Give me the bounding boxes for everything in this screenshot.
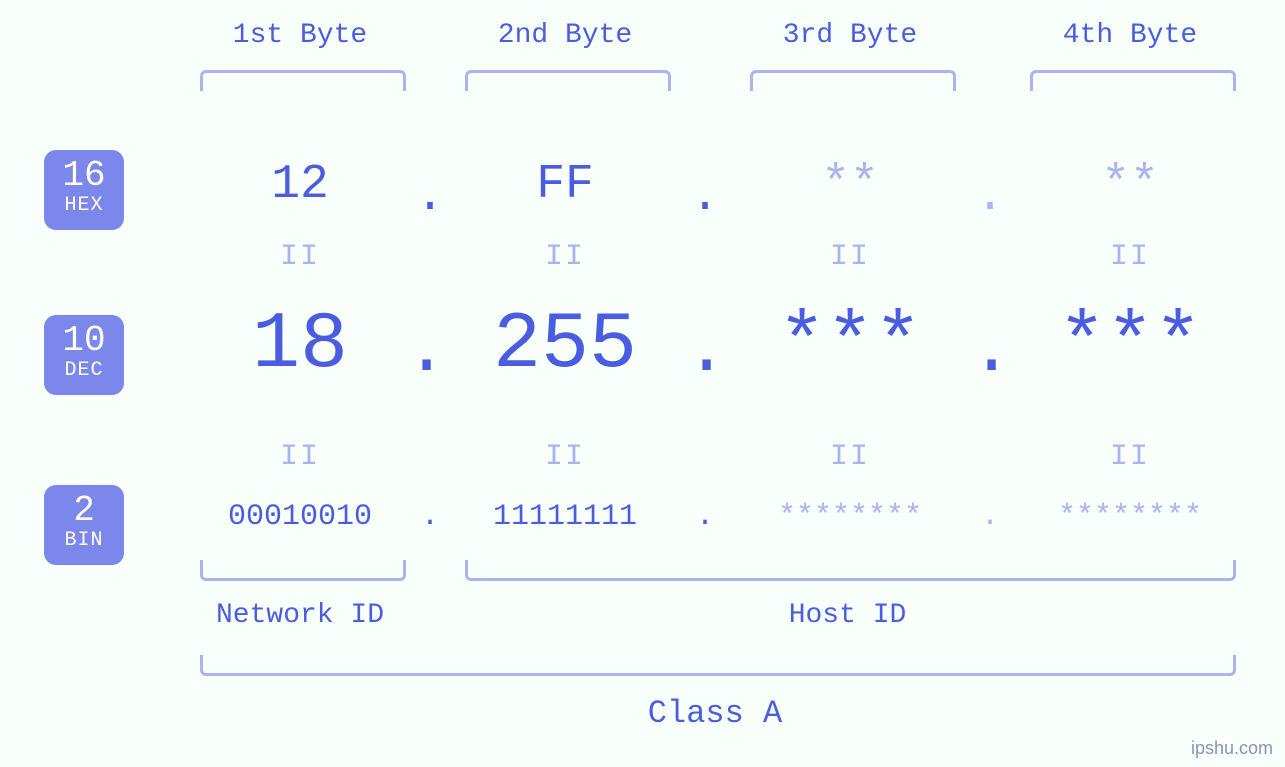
hex-byte-2: FF — [445, 158, 685, 212]
dec-byte-4: *** — [1010, 300, 1250, 391]
bin-dot-3: . — [970, 500, 1010, 534]
equals-dec-bin-3: II — [730, 440, 970, 474]
base-badge-bin: 2 BIN — [44, 485, 124, 565]
byte-header-4: 4th Byte — [1010, 20, 1250, 51]
bracket-byte-2 — [465, 70, 671, 91]
dec-dot-1: . — [405, 310, 445, 392]
equals-hex-dec-3: II — [730, 240, 970, 274]
base-badge-num: 16 — [44, 158, 124, 194]
base-badge-lbl: BIN — [44, 531, 124, 551]
dec-byte-2: 255 — [445, 300, 685, 391]
equals-hex-dec-1: II — [180, 240, 420, 274]
ip-bytes-diagram: { "colors": { "background": "#f9fffb", "… — [0, 0, 1285, 767]
bin-dot-2: . — [685, 500, 725, 534]
base-badge-dec: 10 DEC — [44, 315, 124, 395]
hex-byte-1: 12 — [180, 158, 420, 212]
base-badge-hex: 16 HEX — [44, 150, 124, 230]
bracket-class — [200, 655, 1236, 676]
hex-dot-2: . — [685, 170, 725, 224]
dec-dot-2: . — [685, 310, 725, 392]
byte-header-2: 2nd Byte — [445, 20, 685, 51]
base-badge-num: 10 — [44, 323, 124, 359]
equals-hex-dec-2: II — [445, 240, 685, 274]
bin-byte-4: ******** — [1000, 500, 1260, 534]
byte-header-3: 3rd Byte — [730, 20, 970, 51]
base-badge-num: 2 — [44, 493, 124, 529]
base-badge-lbl: HEX — [44, 196, 124, 216]
equals-dec-bin-4: II — [1010, 440, 1250, 474]
equals-dec-bin-1: II — [180, 440, 420, 474]
bracket-byte-3 — [750, 70, 956, 91]
hex-byte-4: ** — [1010, 158, 1250, 212]
dec-dot-3: . — [970, 310, 1010, 392]
equals-dec-bin-2: II — [445, 440, 685, 474]
hex-byte-3: ** — [730, 158, 970, 212]
bin-byte-3: ******** — [720, 500, 980, 534]
equals-hex-dec-4: II — [1010, 240, 1250, 274]
bracket-network-id — [200, 560, 406, 581]
network-id-label: Network ID — [180, 600, 420, 631]
bracket-byte-1 — [200, 70, 406, 91]
bin-dot-1: . — [410, 500, 450, 534]
dec-byte-1: 18 — [180, 300, 420, 391]
hex-dot-3: . — [970, 170, 1010, 224]
class-label: Class A — [200, 695, 1230, 732]
bracket-byte-4 — [1030, 70, 1236, 91]
base-badge-lbl: DEC — [44, 361, 124, 381]
watermark: ipshu.com — [1191, 738, 1273, 759]
hex-dot-1: . — [410, 170, 450, 224]
bracket-host-id — [465, 560, 1236, 581]
byte-header-1: 1st Byte — [180, 20, 420, 51]
bin-byte-1: 00010010 — [170, 500, 430, 534]
dec-byte-3: *** — [730, 300, 970, 391]
host-id-label: Host ID — [465, 600, 1230, 631]
bin-byte-2: 11111111 — [435, 500, 695, 534]
